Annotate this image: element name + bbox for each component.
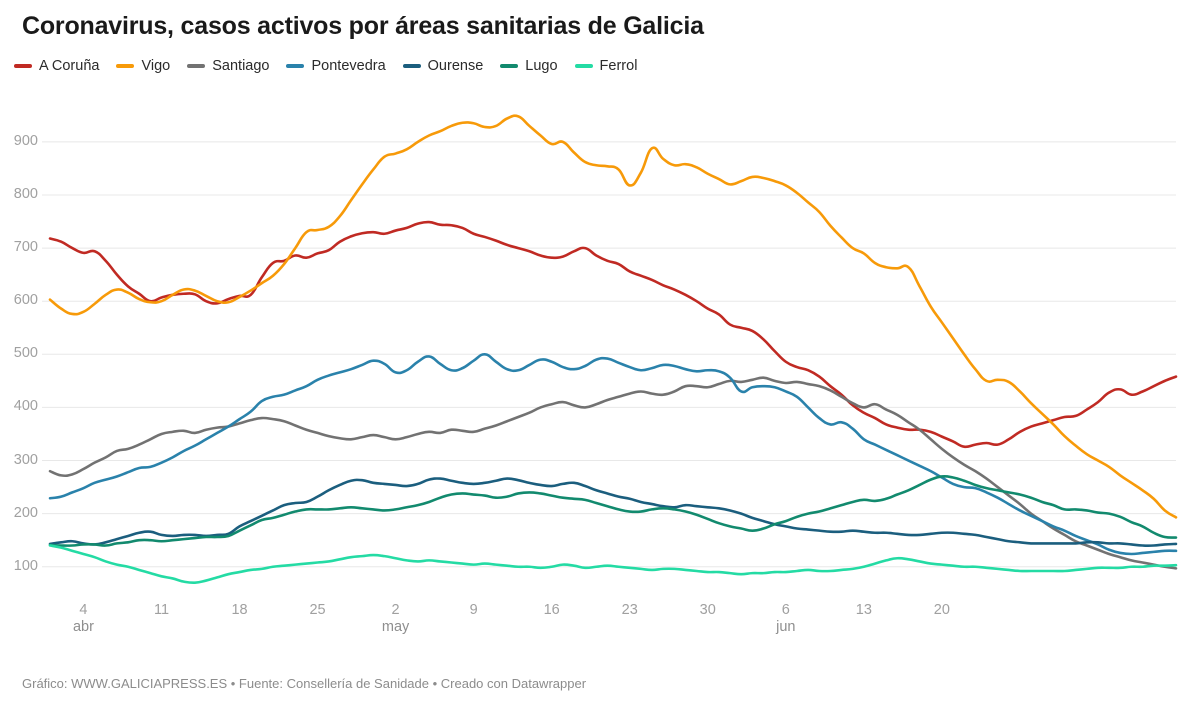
x-axis-tick-label: 23 xyxy=(622,602,638,618)
x-tick-day: 11 xyxy=(153,602,170,618)
chart-svg xyxy=(42,114,1178,585)
series-line-ourense[interactable] xyxy=(48,477,1178,547)
x-tick-day: 4 xyxy=(79,602,88,618)
y-axis-tick-label: 200 xyxy=(13,504,38,521)
x-axis-tick-label: 6 jun xyxy=(776,602,795,635)
y-axis-tick-label: 400 xyxy=(13,398,38,415)
series-line-santiago[interactable] xyxy=(48,376,1178,570)
legend-label: Ourense xyxy=(427,58,484,74)
y-axis-tick-label: 900 xyxy=(13,132,38,149)
series-line-pontevedra[interactable] xyxy=(48,353,1178,556)
x-axis-tick-label: 30 xyxy=(700,602,716,618)
chart-footer-credit: Gráfico: WWW.GALICIAPRESS.ES • Fuente: C… xyxy=(22,676,587,691)
x-tick-day: 2 xyxy=(391,602,400,618)
x-axis-tick-label: 2 may xyxy=(382,602,409,635)
x-tick-day: 9 xyxy=(469,602,478,618)
series-line-a-coruña[interactable] xyxy=(48,220,1178,449)
y-axis-tick-label: 800 xyxy=(13,185,38,202)
legend-swatch-icon xyxy=(286,64,305,68)
y-axis-tick-label: 600 xyxy=(13,292,38,309)
x-tick-day: 6 xyxy=(781,602,790,618)
legend-label: Lugo xyxy=(525,58,558,74)
x-tick-month: may xyxy=(381,619,410,635)
series-line-vigo[interactable] xyxy=(48,114,1178,519)
y-axis-tick-label: 100 xyxy=(13,557,38,574)
x-tick-day: 30 xyxy=(699,602,716,618)
legend-item-ferrol[interactable]: Ferrol xyxy=(574,58,638,74)
x-tick-day: 25 xyxy=(309,602,326,618)
chart-plot-area xyxy=(0,84,1199,614)
legend-item-vigo[interactable]: Vigo xyxy=(116,58,170,74)
series-line-lugo[interactable] xyxy=(48,475,1178,547)
legend-label: A Coruña xyxy=(39,58,100,74)
legend-swatch-icon xyxy=(14,64,32,68)
legend-item-lugo[interactable]: Lugo xyxy=(500,58,558,74)
x-tick-day: 23 xyxy=(621,602,638,618)
x-axis-tick-label: 4 abr xyxy=(73,602,94,635)
x-axis-tick-label: 9 xyxy=(470,602,478,618)
legend-item-santiago[interactable]: Santiago xyxy=(187,58,269,74)
legend-label: Vigo xyxy=(141,58,171,74)
legend-label: Santiago xyxy=(212,58,270,74)
y-axis-tick-label: 700 xyxy=(13,239,38,256)
legend-swatch-icon xyxy=(116,64,135,68)
page-title: Coronavirus, casos activos por áreas san… xyxy=(22,12,704,40)
chart-legend: A Coruña Vigo Santiago Pontevedra Ourense Lug… xyxy=(14,58,654,74)
x-tick-day: 18 xyxy=(231,602,248,618)
y-axis-tick-label: 500 xyxy=(13,345,38,362)
x-axis-tick-label: 16 xyxy=(544,602,560,618)
x-tick-day: 16 xyxy=(543,602,560,618)
series-line-ferrol[interactable] xyxy=(48,544,1178,585)
x-tick-day: 13 xyxy=(855,602,872,618)
legend-item-ourense[interactable]: Ourense xyxy=(402,58,484,74)
legend-swatch-icon xyxy=(574,64,593,68)
legend-swatch-icon xyxy=(187,64,206,68)
x-tick-month: abr xyxy=(72,619,94,635)
legend-swatch-icon xyxy=(402,64,421,68)
x-axis-tick-label: 25 xyxy=(309,602,325,618)
legend-label: Pontevedra xyxy=(311,58,386,74)
x-tick-day: 20 xyxy=(933,602,950,618)
x-axis-tick-label: 20 xyxy=(934,602,950,618)
x-axis-tick-label: 13 xyxy=(856,602,872,618)
legend-label: Ferrol xyxy=(599,58,638,74)
y-axis-tick-label: 300 xyxy=(13,451,38,468)
legend-item-a-coruña[interactable]: A Coruña xyxy=(14,58,99,74)
legend-item-pontevedra[interactable]: Pontevedra xyxy=(286,58,386,74)
x-tick-month: jun xyxy=(776,619,796,635)
x-axis-tick-label: 11 xyxy=(154,602,169,618)
legend-swatch-icon xyxy=(500,64,519,68)
x-axis-tick-label: 18 xyxy=(231,602,247,618)
